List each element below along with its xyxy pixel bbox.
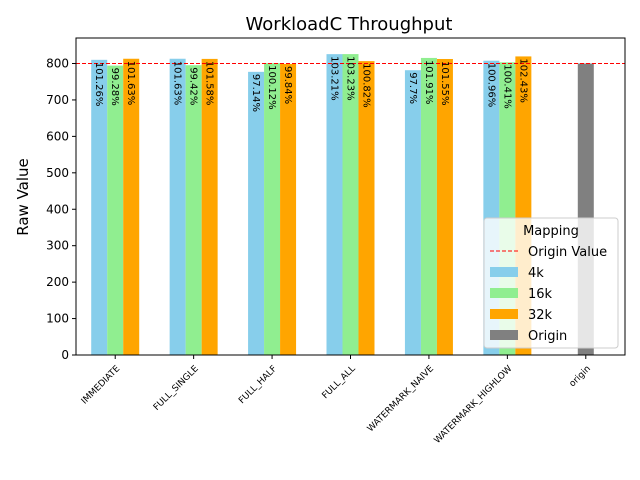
data-label-32k-FULL_HALF: 99.84% — [282, 66, 293, 104]
y-tick-label-300: 300 — [46, 239, 69, 253]
x-tick-label-FULL_SINGLE: FULL_SINGLE — [152, 364, 201, 413]
x-tick-label-FULL_HALF: FULL_HALF — [237, 364, 279, 406]
x-tick-label-WATERMARK_HIGHLOW: WATERMARK_HIGHLOW — [433, 364, 515, 446]
data-label-16k-FULL_SINGLE: 99.42% — [188, 67, 199, 105]
y-tick-label-500: 500 — [46, 166, 69, 180]
y-tick-label-0: 0 — [61, 348, 69, 362]
data-label-4k-FULL_HALF: 97.14% — [250, 74, 261, 112]
y-tick-label-600: 600 — [46, 129, 69, 143]
data-labels-layer: 101.26% 99.28% 101.63% 101.63% 99.42% 101.58%… — [93, 56, 528, 112]
data-label-4k-FULL_SINGLE: 101.63% — [172, 61, 183, 106]
legend-swatch-Origin — [490, 330, 518, 340]
data-label-32k-WATERMARK_HIGHLOW: 102.43% — [517, 58, 528, 103]
legend: Mapping Origin Value 4k 16k 32k Origin — [483, 217, 619, 349]
y-tick-label-200: 200 — [46, 275, 69, 289]
bar-4k-IMMEDIATE — [91, 59, 108, 355]
bar-32k-FULL_ALL — [358, 61, 375, 356]
data-label-4k-IMMEDIATE: 101.26% — [93, 62, 104, 107]
y-tick-label-700: 700 — [46, 93, 69, 107]
y-tick-label-400: 400 — [46, 202, 69, 216]
legend-swatch-32k — [490, 309, 518, 319]
data-label-32k-FULL_ALL: 100.82% — [361, 63, 372, 107]
bars-layer — [91, 54, 594, 356]
legend-title: Mapping — [523, 224, 579, 239]
legend-swatch-16k — [490, 288, 518, 298]
legend-swatch-4k — [490, 267, 518, 277]
bar-4k-WATERMARK_NAIVE — [404, 70, 421, 356]
data-label-16k-FULL_ALL: 103.23% — [345, 56, 356, 100]
data-label-4k-FULL_ALL: 103.21% — [329, 56, 340, 101]
data-label-16k-IMMEDIATE: 99.28% — [109, 68, 120, 106]
legend-label-origin-value: Origin Value — [528, 245, 607, 260]
legend-label-4k: 4k — [528, 266, 544, 281]
x-tick-label-WATERMARK_NAIVE: WATERMARK_NAIVE — [366, 364, 436, 434]
data-label-16k-WATERMARK_HIGHLOW: 100.41% — [501, 64, 512, 109]
bar-32k-IMMEDIATE — [123, 58, 140, 355]
bar-32k-FULL_SINGLE — [201, 58, 218, 356]
legend-label-32k: 32k — [528, 308, 553, 323]
y-tick-label-100: 100 — [46, 312, 69, 326]
data-label-32k-IMMEDIATE: 101.63% — [125, 61, 136, 106]
chart-title: WorkloadC Throughput — [246, 14, 453, 35]
bar-32k-FULL_HALF — [280, 63, 297, 355]
y-tick-label-800: 800 — [46, 57, 69, 71]
bar-4k-FULL_ALL — [326, 54, 343, 356]
bar-16k-FULL_ALL — [342, 54, 359, 356]
legend-label-Origin: Origin — [528, 329, 567, 344]
data-label-32k-FULL_SINGLE: 101.58% — [204, 61, 215, 106]
x-tick-label-FULL_ALL: FULL_ALL — [321, 364, 358, 401]
data-label-4k-WATERMARK_HIGHLOW: 100.96% — [485, 63, 496, 108]
y-axis-label: Raw Value — [14, 158, 32, 236]
data-label-16k-FULL_HALF: 100.12% — [266, 65, 277, 110]
data-label-16k-WATERMARK_NAIVE: 101.91% — [423, 60, 434, 105]
bar-32k-WATERMARK_NAIVE — [436, 58, 453, 356]
bar-16k-WATERMARK_NAIVE — [420, 57, 437, 355]
data-label-32k-WATERMARK_NAIVE: 101.55% — [439, 61, 450, 106]
data-label-4k-WATERMARK_NAIVE: 97.7% — [407, 72, 418, 104]
bar-4k-FULL_SINGLE — [169, 58, 186, 355]
x-tick-label-origin: origin — [568, 364, 593, 389]
bar-16k-IMMEDIATE — [107, 65, 124, 355]
x-tick-label-IMMEDIATE: IMMEDIATE — [80, 364, 123, 407]
legend-label-16k: 16k — [528, 287, 553, 302]
bar-16k-FULL_HALF — [264, 63, 281, 355]
bar-4k-FULL_HALF — [248, 71, 265, 355]
bar-16k-FULL_SINGLE — [185, 65, 202, 355]
